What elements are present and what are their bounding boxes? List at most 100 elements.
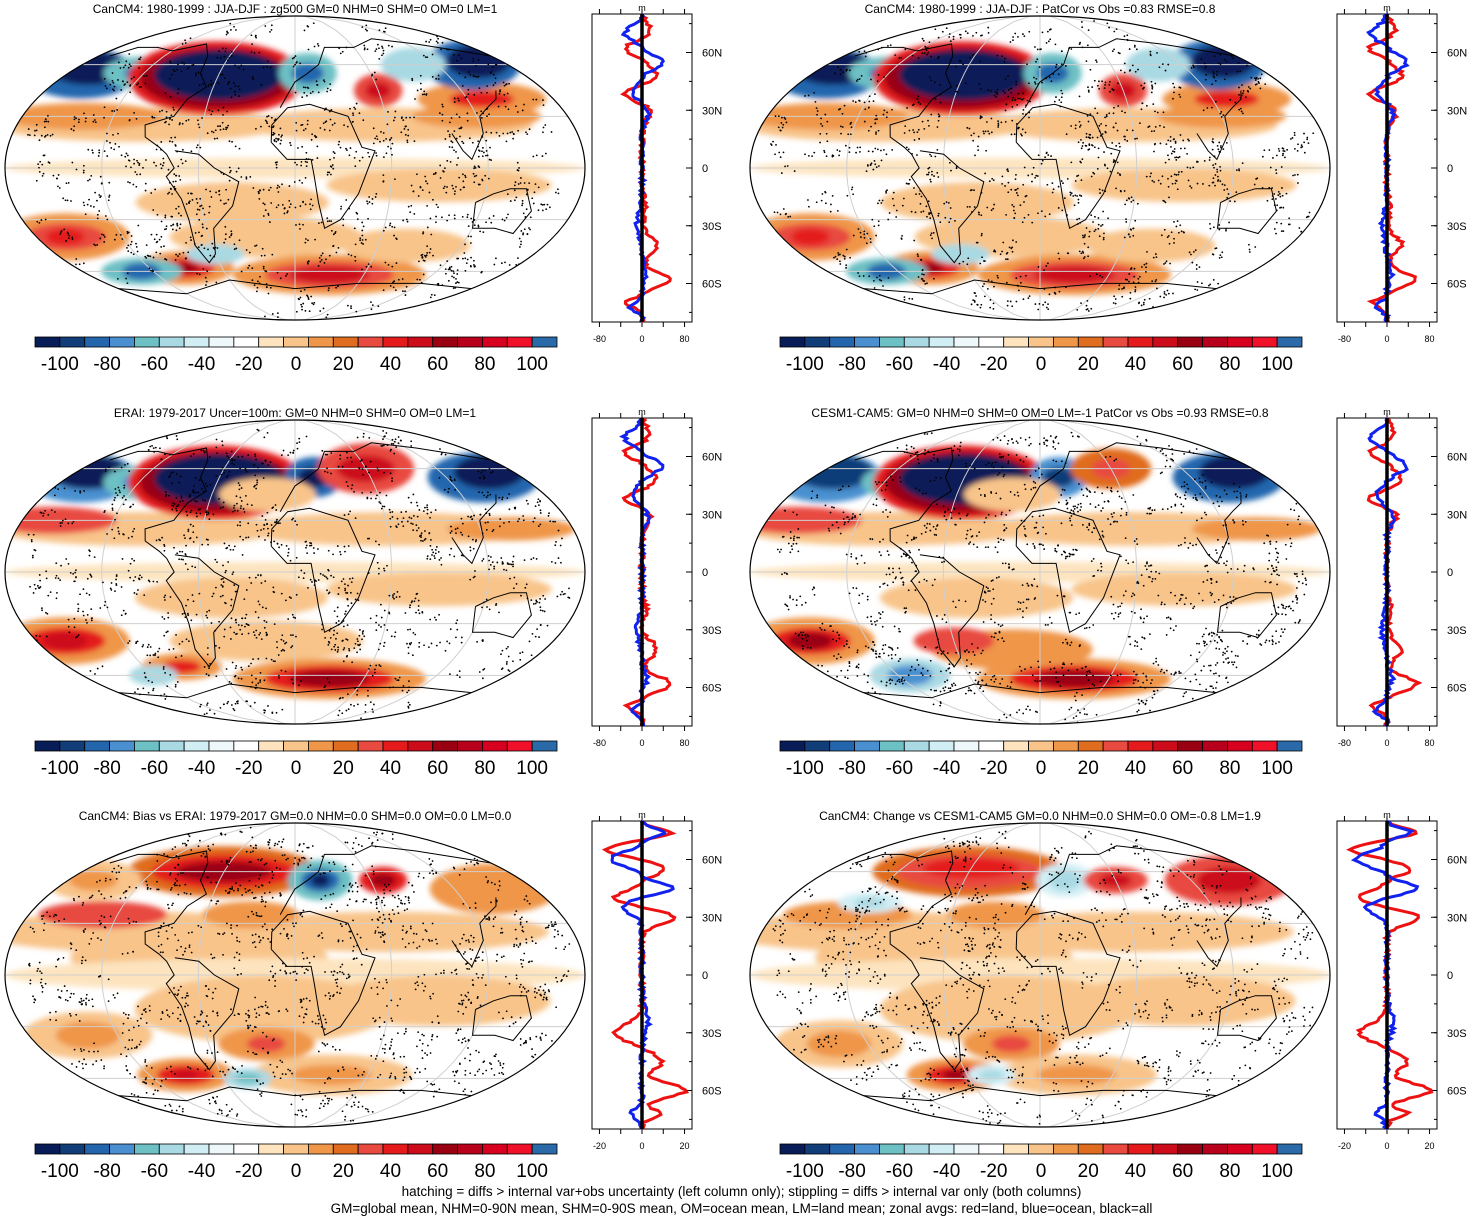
colorbar-tick-label: -60 [141,354,168,375]
stipple-dot [1161,63,1164,66]
stipple-dot [1220,256,1223,259]
stipple-dot [59,522,62,525]
stipple-dot [864,55,867,58]
stipple-dot [419,74,422,77]
stipple-dot [488,568,490,571]
stipple-dot [245,623,248,625]
stipple-dot [1011,437,1013,440]
stipple-dot [1241,84,1243,86]
stipple-dot [1101,133,1104,135]
stipple-dot [375,664,378,667]
stipple-dot [1020,670,1023,672]
stipple-dot [1298,227,1301,229]
stipple-dot [839,68,842,71]
stipple-dot [487,491,489,494]
stipple-dot [254,245,256,247]
stipple-dot [1232,57,1235,60]
stipple-dot [251,43,254,46]
stipple-dot [323,686,326,689]
stipple-dot [348,647,350,650]
map-border [4,15,586,321]
stipple-dot [1012,205,1015,208]
stipple-dot [956,448,959,450]
stipple-dot [373,71,376,74]
stipple-dot [316,145,319,148]
stipple-dot [185,119,188,122]
stipple-dot [253,701,256,704]
stipple-dot [207,511,210,514]
stipple-dot [288,199,291,202]
stipple-dot [994,678,997,681]
stipple-dot [433,294,436,297]
stipple-dot [1271,198,1274,201]
stipple-dot [1257,80,1260,83]
stipple-dot [396,517,399,520]
stipple-dot [217,125,219,128]
stipple-dot [241,455,244,458]
stipple-dot [436,41,439,44]
stipple-dot [1121,295,1124,298]
stipple-dot [453,193,456,195]
stipple-dot [786,165,789,167]
stipple-dot [389,222,392,225]
stipple-dot [470,256,472,259]
stipple-dot [937,57,939,60]
stipple-dot [264,580,267,582]
stipple-dot [486,606,488,608]
stipple-dot [485,139,488,142]
stipple-dot [262,528,265,530]
stipple-dot [390,442,393,445]
stipple-dot [65,182,68,185]
colorbar-bin [183,336,210,348]
stipple-dot [446,640,449,643]
stipple-dot [1100,225,1102,227]
stipple-dot [1192,250,1195,253]
stipple-dot [1276,573,1279,576]
stipple-dot [284,599,287,602]
stipple-dot [1277,147,1280,150]
stipple-dot [233,709,236,712]
stipple-dot [1277,613,1280,615]
stipple-dot [389,511,392,514]
stipple-dot [1001,678,1004,680]
stipple-dot [441,113,444,116]
stipple-dot [128,63,131,66]
stipple-dot [82,588,85,591]
stipple-dot [875,498,878,501]
stipple-dot [326,217,329,219]
stipple-dot [1201,481,1204,484]
stipple-dot [257,429,260,432]
stipple-dot [64,518,67,521]
stipple-dot [507,669,510,671]
stipple-dot [804,95,806,97]
stipple-dot [228,470,231,473]
anomaly-contour [1034,670,1115,688]
stipple-dot [59,579,62,581]
stipple-dot [75,117,77,120]
colorbar-tick-label: 80 [1219,354,1240,375]
stipple-dot [315,80,318,83]
stipple-dot [473,175,476,178]
stipple-dot [292,449,295,452]
stipple-dot [426,205,429,207]
stipple-dot [267,214,270,216]
stipple-dot [353,704,355,707]
stipple-dot [182,251,185,254]
stipple-dot [842,71,845,74]
stipple-dot [979,262,982,265]
stipple-dot [339,454,342,457]
stipple-dot [781,126,784,129]
colorbar-bin [531,740,558,752]
stipple-dot [326,471,329,474]
stipple-dot [517,129,520,132]
stipple-dot [239,535,242,538]
stipple-dot [1030,666,1032,669]
stipple-dot [1101,534,1104,537]
stipple-dot [1214,79,1217,82]
stipple-dot [57,488,60,491]
colorbar-tick-label: -80 [838,354,865,375]
stipple-dot [550,131,553,133]
colorbar-bin [332,336,359,348]
stipple-dot [162,666,165,668]
stipple-dot [388,224,391,227]
